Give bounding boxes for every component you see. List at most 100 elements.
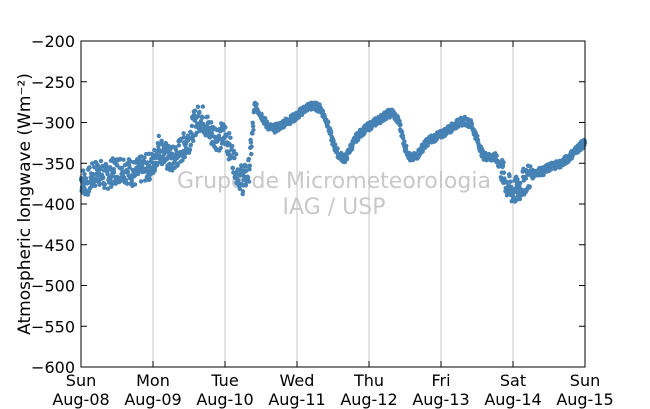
data-point — [247, 163, 252, 168]
x-tick-date: Aug-14 — [484, 390, 541, 409]
data-point — [333, 142, 338, 147]
data-point — [400, 135, 406, 141]
data-point — [132, 182, 138, 187]
data-point — [123, 178, 129, 183]
data-point — [90, 161, 95, 166]
data-point — [326, 119, 331, 125]
watermark-line-2: IAG / USP — [283, 195, 386, 220]
data-point — [250, 131, 255, 136]
data-point — [138, 179, 144, 184]
data-point — [259, 111, 264, 117]
data-point — [513, 186, 518, 191]
data-point — [263, 116, 268, 121]
data-point — [142, 155, 147, 160]
data-point — [155, 141, 160, 146]
x-tick-day: Mon — [136, 371, 170, 390]
data-point — [249, 151, 254, 157]
data-point — [203, 133, 208, 138]
x-tick-date: Aug-08 — [52, 390, 109, 409]
data-point — [125, 169, 130, 174]
x-tick-date: Aug-12 — [340, 390, 397, 409]
data-point — [247, 167, 252, 172]
data-point — [230, 143, 235, 149]
data-point — [205, 114, 210, 119]
data-point — [152, 168, 158, 173]
data-point — [328, 130, 334, 135]
data-point — [226, 149, 231, 155]
data-point — [223, 125, 228, 130]
data-point — [501, 160, 506, 165]
data-point — [246, 179, 252, 184]
data-point — [548, 167, 554, 172]
y-tick-label: −450 — [31, 236, 75, 255]
data-point — [156, 133, 161, 139]
data-point — [111, 170, 117, 175]
data-point — [504, 179, 509, 184]
data-point — [191, 138, 196, 143]
data-point — [92, 165, 97, 170]
data-point — [500, 163, 506, 168]
data-point — [264, 119, 269, 124]
data-point — [322, 114, 327, 120]
data-point — [251, 127, 256, 133]
data-point — [200, 115, 205, 120]
grid-lines — [152, 41, 514, 367]
data-point — [85, 192, 91, 197]
y-tick-label: −600 — [31, 358, 75, 377]
data-point — [192, 108, 198, 113]
data-point — [250, 124, 256, 129]
data-point — [230, 165, 236, 171]
data-point — [189, 131, 194, 136]
x-tick-day: Sat — [500, 371, 526, 390]
data-point — [188, 142, 194, 147]
data-point — [508, 179, 513, 184]
data-point — [501, 170, 507, 175]
data-point — [187, 147, 193, 152]
data-point — [98, 158, 104, 164]
x-tick-date: Aug-09 — [124, 390, 181, 409]
data-point — [154, 151, 159, 156]
data-point — [152, 147, 157, 153]
data-point — [159, 138, 164, 143]
data-point — [254, 101, 259, 107]
data-point — [502, 176, 507, 181]
data-point — [121, 157, 126, 162]
data-point — [469, 121, 475, 127]
data-point — [494, 153, 499, 158]
data-point — [232, 155, 237, 161]
data-point — [331, 138, 336, 143]
data-points — [78, 100, 588, 204]
y-tick-label: −400 — [31, 195, 75, 214]
data-point — [236, 178, 241, 183]
data-point — [81, 168, 86, 173]
data-point — [101, 175, 106, 180]
x-tick-day: Fri — [431, 371, 450, 390]
x-tick-day: Sun — [66, 371, 96, 390]
data-point — [508, 184, 514, 190]
y-axis-label: Atmospheric longwave (Wm⁻²) — [15, 73, 35, 335]
data-point — [82, 172, 87, 177]
data-point — [102, 182, 108, 187]
data-point — [197, 109, 202, 115]
data-point — [248, 140, 254, 145]
data-point — [541, 172, 546, 177]
x-tick-day: Thu — [353, 371, 384, 390]
data-point — [182, 154, 187, 160]
data-point — [147, 176, 152, 182]
data-point — [345, 156, 350, 161]
data-point — [237, 186, 242, 191]
y-tick-label: −200 — [31, 32, 75, 51]
data-point — [483, 150, 488, 156]
data-point — [231, 148, 237, 154]
data-point — [515, 177, 520, 182]
data-point — [127, 165, 132, 170]
data-point — [399, 129, 405, 135]
data-point — [518, 180, 523, 186]
data-point — [218, 145, 223, 151]
data-point — [239, 166, 244, 171]
x-tick-day: Wed — [280, 371, 315, 390]
data-point — [527, 184, 532, 189]
data-point — [189, 123, 195, 129]
data-point — [240, 189, 246, 194]
data-point — [83, 176, 89, 181]
